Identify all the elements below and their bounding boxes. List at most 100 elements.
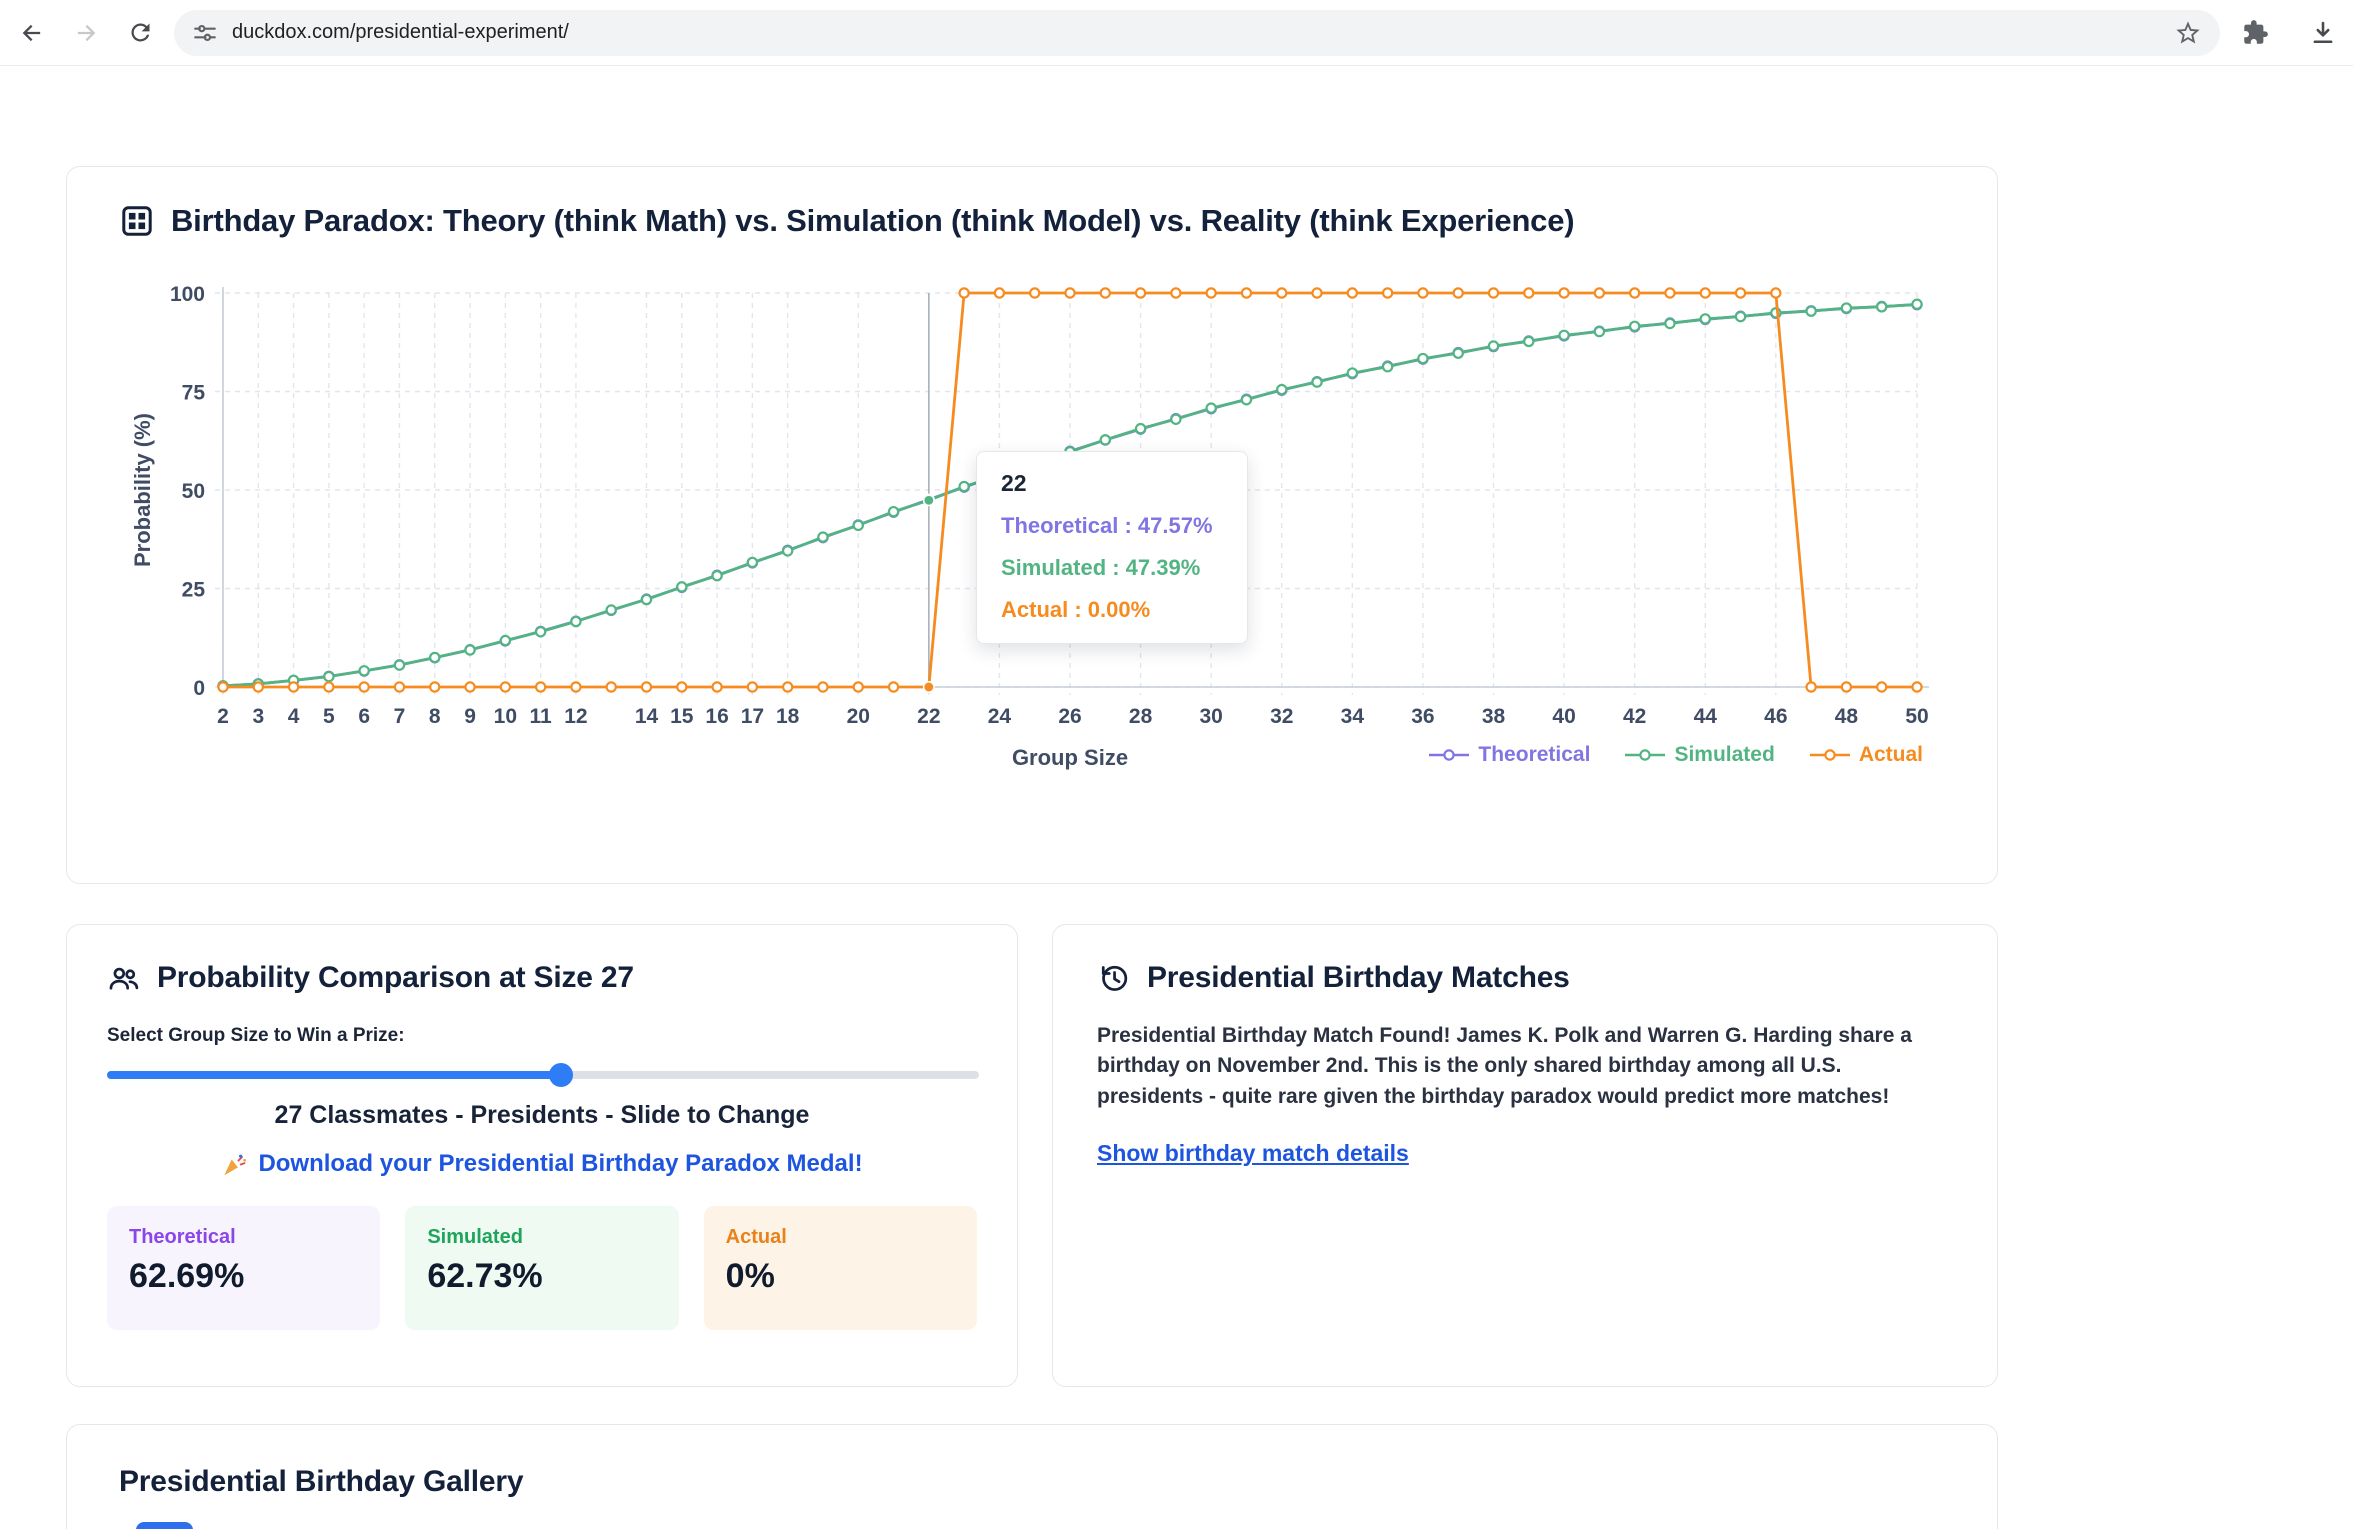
svg-text:22: 22 (917, 705, 940, 727)
stat-box-actual: Actual 0% (703, 1206, 977, 1330)
legend-item-actual[interactable]: Actual (1809, 743, 1923, 767)
comparison-card-title: Probability Comparison at Size 27 (157, 961, 634, 994)
svg-text:32: 32 (1270, 705, 1293, 727)
svg-text:3: 3 (252, 705, 264, 727)
svg-text:40: 40 (1552, 705, 1575, 727)
slider-label: Select Group Size to Win a Prize: (107, 1025, 405, 1046)
forward-arrow-icon (77, 24, 96, 41)
browser-toolbar: duckdox.com/presidential-experiment/ (0, 0, 2353, 66)
svg-text:30: 30 (1199, 705, 1222, 727)
svg-text:17: 17 (741, 705, 764, 727)
reload-button[interactable] (118, 11, 162, 55)
history-clock-icon (1101, 965, 1128, 991)
svg-text:75: 75 (182, 382, 206, 405)
bookmark-star-icon[interactable] (2174, 19, 2202, 47)
svg-text:8: 8 (429, 705, 441, 727)
svg-text:12: 12 (564, 705, 587, 727)
comparison-card-header: Probability Comparison at Size 27 (107, 961, 977, 995)
forward-button[interactable] (64, 11, 108, 55)
legend-marker-icon (1429, 749, 1470, 761)
chart-card-header: Birthday Paradox: Theory (think Math) vs… (119, 203, 1945, 239)
svg-text:28: 28 (1129, 705, 1153, 727)
svg-text:48: 48 (1835, 705, 1859, 727)
birthday-paradox-chart[interactable]: Probability (%) 0 25 50 75 100 2 3 4 5 6 7 8 9 10 11 12… (127, 275, 1983, 787)
legend-marker-icon (1625, 749, 1666, 761)
svg-text:15: 15 (670, 705, 694, 727)
page-title: Birthday Paradox: Theory (think Math) vs… (171, 203, 1575, 238)
chart-footer: Group Size Theoretical Simulated Actual (127, 731, 1983, 787)
url-text[interactable]: duckdox.com/presidential-experiment/ (232, 21, 569, 43)
page-content: Birthday Paradox: Theory (think Math) vs… (0, 166, 2353, 1529)
url-bar[interactable]: duckdox.com/presidential-experiment/ (174, 9, 2220, 56)
svg-text:100: 100 (170, 283, 205, 306)
svg-text:14: 14 (635, 705, 659, 727)
matches-body-text: Presidential Birthday Match Found! James… (1097, 1024, 1912, 1108)
stat-label: Theoretical (129, 1226, 236, 1248)
svg-text:50: 50 (1905, 705, 1928, 727)
svg-text:46: 46 (1764, 705, 1787, 727)
svg-text:26: 26 (1058, 705, 1081, 727)
svg-text:20: 20 (847, 705, 870, 727)
tooltip-row: Actual : 0.00% (1001, 597, 1151, 622)
svg-text:9: 9 (464, 705, 476, 727)
birthday-paradox-card: Birthday Paradox: Theory (think Math) vs… (66, 166, 1998, 884)
svg-text:38: 38 (1482, 705, 1506, 727)
tooltip-rows: Theoretical : 47.57% Simulated : 47.39% Ac… (1001, 513, 1223, 623)
svg-text:11: 11 (530, 705, 553, 727)
svg-text:10: 10 (494, 705, 517, 727)
svg-text:0: 0 (193, 677, 205, 700)
tooltip-row: Simulated : 47.39% (1001, 555, 1201, 580)
medal-download-link[interactable]: Download your Presidential Birthday Para… (258, 1150, 863, 1177)
extensions-icon[interactable] (2242, 19, 2269, 46)
legend-marker-icon (1809, 749, 1850, 761)
show-match-details-link[interactable]: Show birthday match details (1097, 1140, 1409, 1167)
back-button[interactable] (10, 11, 54, 55)
tooltip-title: 22 (1001, 470, 1027, 496)
stat-value: 62.73% (427, 1257, 543, 1295)
svg-text:50: 50 (182, 480, 205, 503)
svg-text:24: 24 (988, 705, 1012, 727)
group-size-slider[interactable] (107, 1071, 979, 1079)
stat-value: 62.69% (129, 1257, 245, 1295)
legend-item-simulated[interactable]: Simulated (1624, 743, 1775, 767)
partial-button[interactable] (136, 1522, 193, 1529)
people-icon (109, 967, 139, 990)
stat-label: Simulated (427, 1226, 523, 1248)
stat-box-theoretical: Theoretical 62.69% (107, 1206, 381, 1330)
presidential-matches-card: Presidential Birthday Matches Presidenti… (1052, 924, 1998, 1387)
matches-card-title: Presidential Birthday Matches (1147, 961, 1570, 994)
gallery-title: Presidential Birthday Gallery (119, 1465, 524, 1498)
svg-text:4: 4 (288, 705, 300, 727)
svg-text:44: 44 (1694, 705, 1718, 727)
tooltip-row: Theoretical : 47.57% (1001, 513, 1213, 538)
probability-comparison-card: Probability Comparison at Size 27 Select… (66, 924, 1018, 1387)
svg-text:36: 36 (1411, 705, 1434, 727)
x-axis-title: Group Size (1011, 745, 1129, 770)
svg-text:25: 25 (182, 579, 206, 602)
stats-row: Theoretical 62.69% Simulated 62.73% Actu… (107, 1206, 977, 1330)
legend-item-theoretical[interactable]: Theoretical (1428, 743, 1590, 767)
downloads-icon[interactable] (2309, 19, 2337, 47)
stat-label: Actual (725, 1226, 787, 1248)
matches-card-header: Presidential Birthday Matches (1097, 961, 1953, 995)
stat-value: 0% (725, 1257, 775, 1295)
svg-text:16: 16 (705, 705, 728, 727)
y-axis-title: Probability (%) (130, 412, 155, 568)
svg-text:34: 34 (1341, 705, 1365, 727)
chart-tooltip: 22 Theoretical : 47.57% Simulated : 47.39… (976, 451, 1248, 644)
medal-row: Download your Presidential Birthday Para… (107, 1150, 977, 1178)
cards-row: Probability Comparison at Size 27 Select… (66, 924, 2353, 1387)
party-popper-icon (224, 1154, 247, 1175)
site-settings-icon[interactable] (192, 20, 218, 46)
svg-text:42: 42 (1623, 705, 1646, 727)
active-point-actual (922, 681, 935, 693)
chart-legend: Theoretical Simulated Actual (1428, 743, 1923, 767)
svg-text:5: 5 (323, 705, 335, 727)
svg-text:7: 7 (394, 705, 406, 727)
active-point-simulated (922, 494, 935, 507)
svg-text:6: 6 (358, 705, 370, 727)
back-arrow-icon (22, 24, 41, 41)
stat-box-simulated: Simulated 62.73% (405, 1206, 679, 1330)
svg-text:18: 18 (776, 705, 800, 727)
